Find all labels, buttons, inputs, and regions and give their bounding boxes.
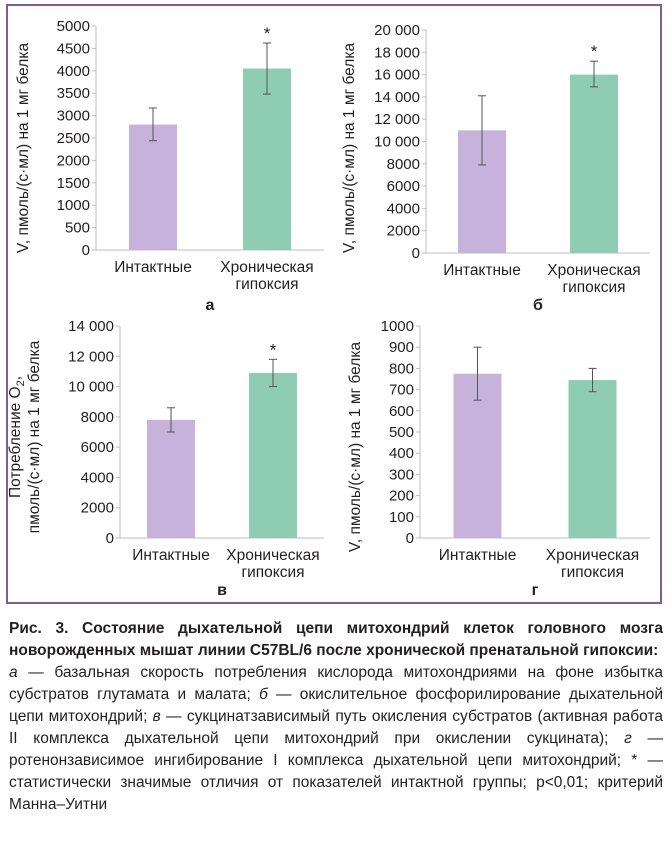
bar-hypoxia <box>570 74 618 253</box>
chart-panel-d: 0 100 200 300 400 500 600 700 800 900 1000 Интактны… <box>347 318 650 599</box>
caption-text-b: — окислительное фосфорилирование дыхател… <box>9 686 663 725</box>
y-tick-label: 2000 <box>57 152 90 169</box>
x-category-label: Интактные <box>114 259 192 276</box>
bar-intact <box>453 373 502 538</box>
y-tick-label: 900 <box>389 339 414 356</box>
y-axis-label: V, пмоль/(с·мл) на 1 мг белка <box>347 342 364 553</box>
x-category-label: Хроническая <box>547 262 640 279</box>
y-tick-label: 300 <box>389 466 414 483</box>
y-tick-label: 0 <box>406 530 414 547</box>
y-axis-label-main: Потребление O <box>7 386 24 498</box>
y-tick-label: 2500 <box>57 130 90 147</box>
y-axis-label-subscript: 2 <box>15 380 27 386</box>
y-tick-label: 800 <box>389 360 414 377</box>
y-tick-label: 0 <box>412 245 420 262</box>
y-tick-label: 3000 <box>57 108 90 125</box>
x-category-label: Хроническая <box>546 547 639 564</box>
caption-letter-a: а <box>9 664 18 681</box>
caption-letter-b: б <box>259 686 268 703</box>
panel-letter: б <box>533 297 543 314</box>
bar-hypoxia <box>249 372 297 538</box>
y-tick-label: 4500 <box>57 40 90 57</box>
caption-text-c: — сукцинатзависимый путь окисления субст… <box>9 708 663 747</box>
y-tick-label: 5000 <box>57 18 90 35</box>
y-axis-label-line1: Потребление O2, <box>7 376 27 498</box>
y-tick-label: 6000 <box>387 178 420 195</box>
y-tick-label: 3500 <box>57 85 90 102</box>
significance-marker: * <box>264 24 271 43</box>
chart-panel-b: 0 2000 4000 6000 8000 10 000 12 000 14 000 16 00… <box>341 22 650 314</box>
caption-letter-d: г <box>624 730 632 747</box>
figure-caption: Рис. 3. Состояние дыхательной цепи митох… <box>9 618 663 816</box>
y-tick-label: 20 000 <box>374 22 420 39</box>
y-tick-label: 4000 <box>57 63 90 80</box>
y-tick-label: 100 <box>389 509 414 526</box>
y-tick-label: 500 <box>65 220 90 237</box>
x-category-label: Интактные <box>439 547 517 564</box>
bar-hypoxia <box>243 68 291 250</box>
y-tick-label: 0 <box>82 242 90 259</box>
panel-letter: а <box>206 297 215 314</box>
caption-title: Рис. 3. Состояние дыхательной цепи митох… <box>9 620 663 659</box>
y-tick-label: 500 <box>389 424 414 441</box>
bar-hypoxia <box>568 380 617 538</box>
y-axis-label-line2: пмоль/(с·мл) на 1 мг белка <box>26 340 43 533</box>
chart-panel-c: 0 2000 4000 6000 8000 10 000 12 000 14 000 Интак… <box>7 318 324 599</box>
y-tick-label: 700 <box>389 382 414 399</box>
y-tick-label: 14 000 <box>68 318 114 335</box>
panel-letter: г <box>532 582 539 599</box>
x-category-label: Хроническая <box>226 547 319 564</box>
x-category-label: Интактные <box>132 547 210 564</box>
bar-intact <box>129 124 177 250</box>
y-tick-label: 600 <box>389 403 414 420</box>
caption-letter-c: в <box>152 708 161 725</box>
y-axis-label: V, пмоль/(с·мл) на 1 мг белка <box>341 43 358 254</box>
y-tick-label: 1000 <box>381 318 414 335</box>
significance-marker: * <box>270 340 277 359</box>
y-axis-label: V, пмоль/(с·мл) на 1 мг белка <box>15 43 32 254</box>
y-tick-label: 2000 <box>81 500 114 517</box>
y-tick-label: 16 000 <box>374 67 420 84</box>
panel-letter: в <box>217 582 227 599</box>
caption-text-d: — ротенонзависимое ингибирование I компл… <box>9 730 664 813</box>
x-category-label: Хроническая <box>220 259 313 276</box>
y-tick-label: 14 000 <box>374 89 420 106</box>
y-tick-label: 6000 <box>81 439 114 456</box>
y-tick-label: 18 000 <box>374 44 420 61</box>
figure-frame <box>6 4 662 604</box>
y-tick-label: 4000 <box>81 469 114 486</box>
x-category-label: гипоксия <box>561 564 624 581</box>
y-tick-label: 0 <box>106 530 114 547</box>
x-category-label: гипоксия <box>562 279 625 296</box>
y-tick-label: 400 <box>389 445 414 462</box>
y-tick-label: 12 000 <box>68 348 114 365</box>
caption-body: а — базальная скорость потребления кисло… <box>9 662 663 816</box>
y-tick-label: 8000 <box>387 156 420 173</box>
y-tick-label: 1500 <box>57 175 90 192</box>
y-tick-label: 1000 <box>57 197 90 214</box>
x-category-label: Интактные <box>443 262 521 279</box>
y-axis-label-suffix: , <box>7 376 24 380</box>
x-category-label: гипоксия <box>235 276 298 293</box>
caption-text-a: — базальная скорость потребления кислоро… <box>9 664 663 703</box>
bar-intact <box>147 419 195 538</box>
y-tick-label: 200 <box>389 488 414 505</box>
x-category-label: гипоксия <box>241 564 304 581</box>
y-tick-label: 2000 <box>387 223 420 240</box>
y-tick-label: 8000 <box>81 409 114 426</box>
significance-marker: * <box>591 42 598 61</box>
chart-panel-a: 0 500 1000 1500 2000 2500 3000 3500 4000 4500 5000… <box>15 18 324 314</box>
y-tick-label: 10 000 <box>374 134 420 151</box>
y-tick-label: 10 000 <box>68 379 114 396</box>
y-tick-label: 4000 <box>387 200 420 217</box>
y-tick-label: 12 000 <box>374 111 420 128</box>
